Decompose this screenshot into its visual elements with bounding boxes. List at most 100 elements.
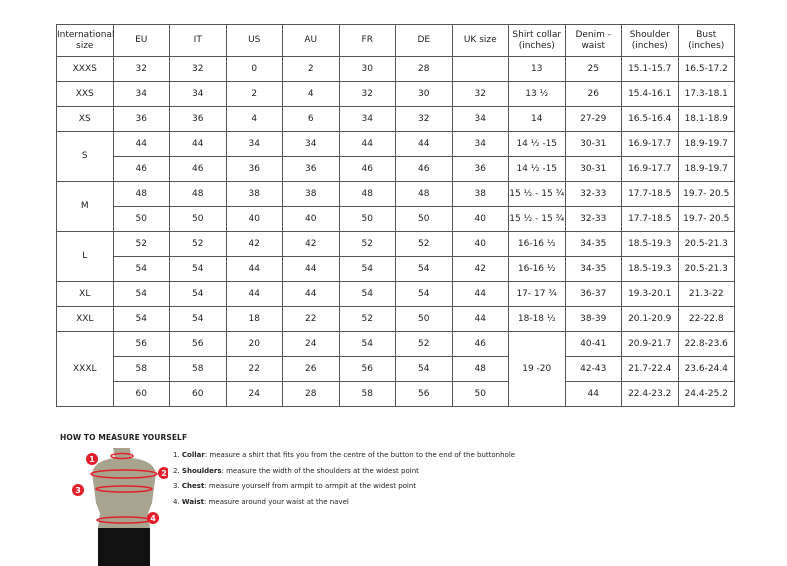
table-cell: 18.5-19.3 [621,256,679,282]
table-cell: 48 [395,181,453,207]
table-row: 58 58 22 26 56 54 48 42-43 21.7-22.4 23.6-24.4 [57,356,735,382]
table-cell: 14 ½ -15 [508,156,566,182]
table-cell: 54 [169,306,227,332]
table-row: 46 46 36 36 46 46 36 14 ½ -15 30-31 16.9-17.7 18.9… [57,156,735,182]
table-cell: 48 [451,356,509,382]
table-cell: 18-18 ½ [508,306,566,332]
table-cell: 14 ½ -15 [508,131,566,157]
table-row: XL 54 54 44 44 54 54 44 17- 17 ¾ 36-37 19.3-20.1 21… [56,281,735,307]
table-cell: 38-39 [564,306,622,332]
table-row: XXL 54 54 18 22 52 50 44 18-18 ½ 38-39 20.1-20.9 22… [56,306,735,332]
international-size-cell: XXXS [56,56,114,82]
table-row: M 48 48 38 38 48 48 38 15 ½ - 15 ¾ 32-33 17.7-18.5… [56,181,735,232]
table-cell: 6 [282,106,340,132]
table-cell: 2 [225,81,283,107]
marker-4-icon [147,512,159,524]
table-cell: 15.1-15.7 [621,56,679,82]
size-chart-table: International size EU IT US AU FR DE UK size Shi… [56,24,735,407]
table-cell: 18.1-18.9 [677,106,735,132]
table-cell: 34 [169,81,227,107]
table-row: L 52 52 42 42 52 52 40 16-16 ½ 34-35 18.5-19.3 20.5… [56,231,735,282]
table-cell: 56 [395,381,453,407]
table-cell: 26 [282,356,340,382]
table-cell: 14 [508,106,566,132]
shorts-shape [98,528,150,566]
table-cell: 32 [112,56,170,82]
table-cell: 20.1-20.9 [621,306,679,332]
table-cell: 44 [282,281,340,307]
table-cell [451,56,509,82]
table-cell: 52 [169,231,227,257]
step-chest: 3. Chest: measure yourself from armpit t… [173,482,417,490]
table-cell: 40 [451,206,509,232]
table-cell: 38 [282,181,340,207]
table-cell: 56 [169,331,227,357]
table-cell: 22 [225,356,283,382]
table-row: 50 50 40 40 50 50 40 15 ½ - 15 ¾ 32-33 17.7-18.5 1… [57,206,735,232]
marker-2-icon [158,467,168,479]
table-cell: 34 [112,81,170,107]
table-cell: 20.5-21.3 [677,256,735,282]
table-cell: 52 [338,306,396,332]
table-cell: 40 [282,206,340,232]
table-cell: 58 [169,356,227,382]
table-cell: 24.4-25.2 [677,381,735,407]
table-cell: 18.9-19.7 [677,131,735,157]
international-size-cell: L [56,231,114,282]
table-cell: 46 [169,156,227,182]
table-cell: 56 [338,356,396,382]
table-cell: 40 [225,206,283,232]
table-cell: 30 [395,81,453,107]
table-cell: 54 [338,256,396,282]
collar-line [110,452,134,460]
how-to-measure-title: HOW TO MEASURE YOURSELF [60,433,188,442]
table-cell: 50 [395,306,453,332]
table-cell: 36 [112,106,170,132]
table-row: 54 54 44 44 54 54 42 16-16 ½ 34-35 18.5-19.3 20.5-… [57,256,735,282]
international-size-cell: XXXL [56,331,114,407]
table-cell: 40 [451,231,509,257]
table-cell: 20.9-21.7 [621,331,679,357]
torso-shape [92,448,156,528]
marker-3-icon [72,484,84,496]
table-cell: 21.3-22 [677,281,735,307]
table-cell: 44 [395,131,453,157]
table-cell: 4 [225,106,283,132]
table-cell: 54 [338,281,396,307]
table-cell: 42 [451,256,509,282]
step-collar: 1. Collar: measure a shirt that fits you… [173,451,516,459]
table-cell: 54 [395,256,453,282]
table-cell: 26 [564,81,622,107]
table-cell: 22.4-23.2 [621,381,679,407]
table-cell: 34 [451,106,509,132]
table-cell: 16-16 ½ [508,231,566,257]
table-cell: 19.3-20.1 [621,281,679,307]
table-cell: 50 [338,206,396,232]
table-cell: 38 [451,181,509,207]
marker-2-label: 2 [161,469,167,478]
table-cell: 60 [112,381,170,407]
table-cell: 50 [451,381,509,407]
international-size-cell: XXS [56,81,114,107]
table-cell: 46 [451,331,509,357]
table-cell: 22 [282,306,340,332]
table-cell: 34 [451,131,509,157]
table-cell: 20.5-21.3 [677,231,735,257]
table-cell: 54 [112,281,170,307]
table-cell: 54 [338,331,396,357]
table-cell: 0 [225,56,283,82]
header-row: International size EU IT US AU FR DE UK size Shi… [56,24,735,57]
table-cell: 34 [338,106,396,132]
table-cell: 16.9-17.7 [621,131,679,157]
table-cell: 24 [225,381,283,407]
table-row: S 44 44 34 34 44 44 34 14 ½ -15 30-31 16.9-17.7 18.… [56,131,735,182]
table-cell: 36 [169,106,227,132]
table-cell: 46 [338,156,396,182]
table-cell: 58 [338,381,396,407]
table-cell: 36 [451,156,509,182]
table-row: XXS 34 34 2 4 32 30 32 13 ½ 26 15.4-16.1 17.3-18.1 [56,81,735,107]
marker-1-icon [86,453,98,465]
table-cell: 52 [395,231,453,257]
table-cell: 46 [395,156,453,182]
table-cell: 42 [282,231,340,257]
